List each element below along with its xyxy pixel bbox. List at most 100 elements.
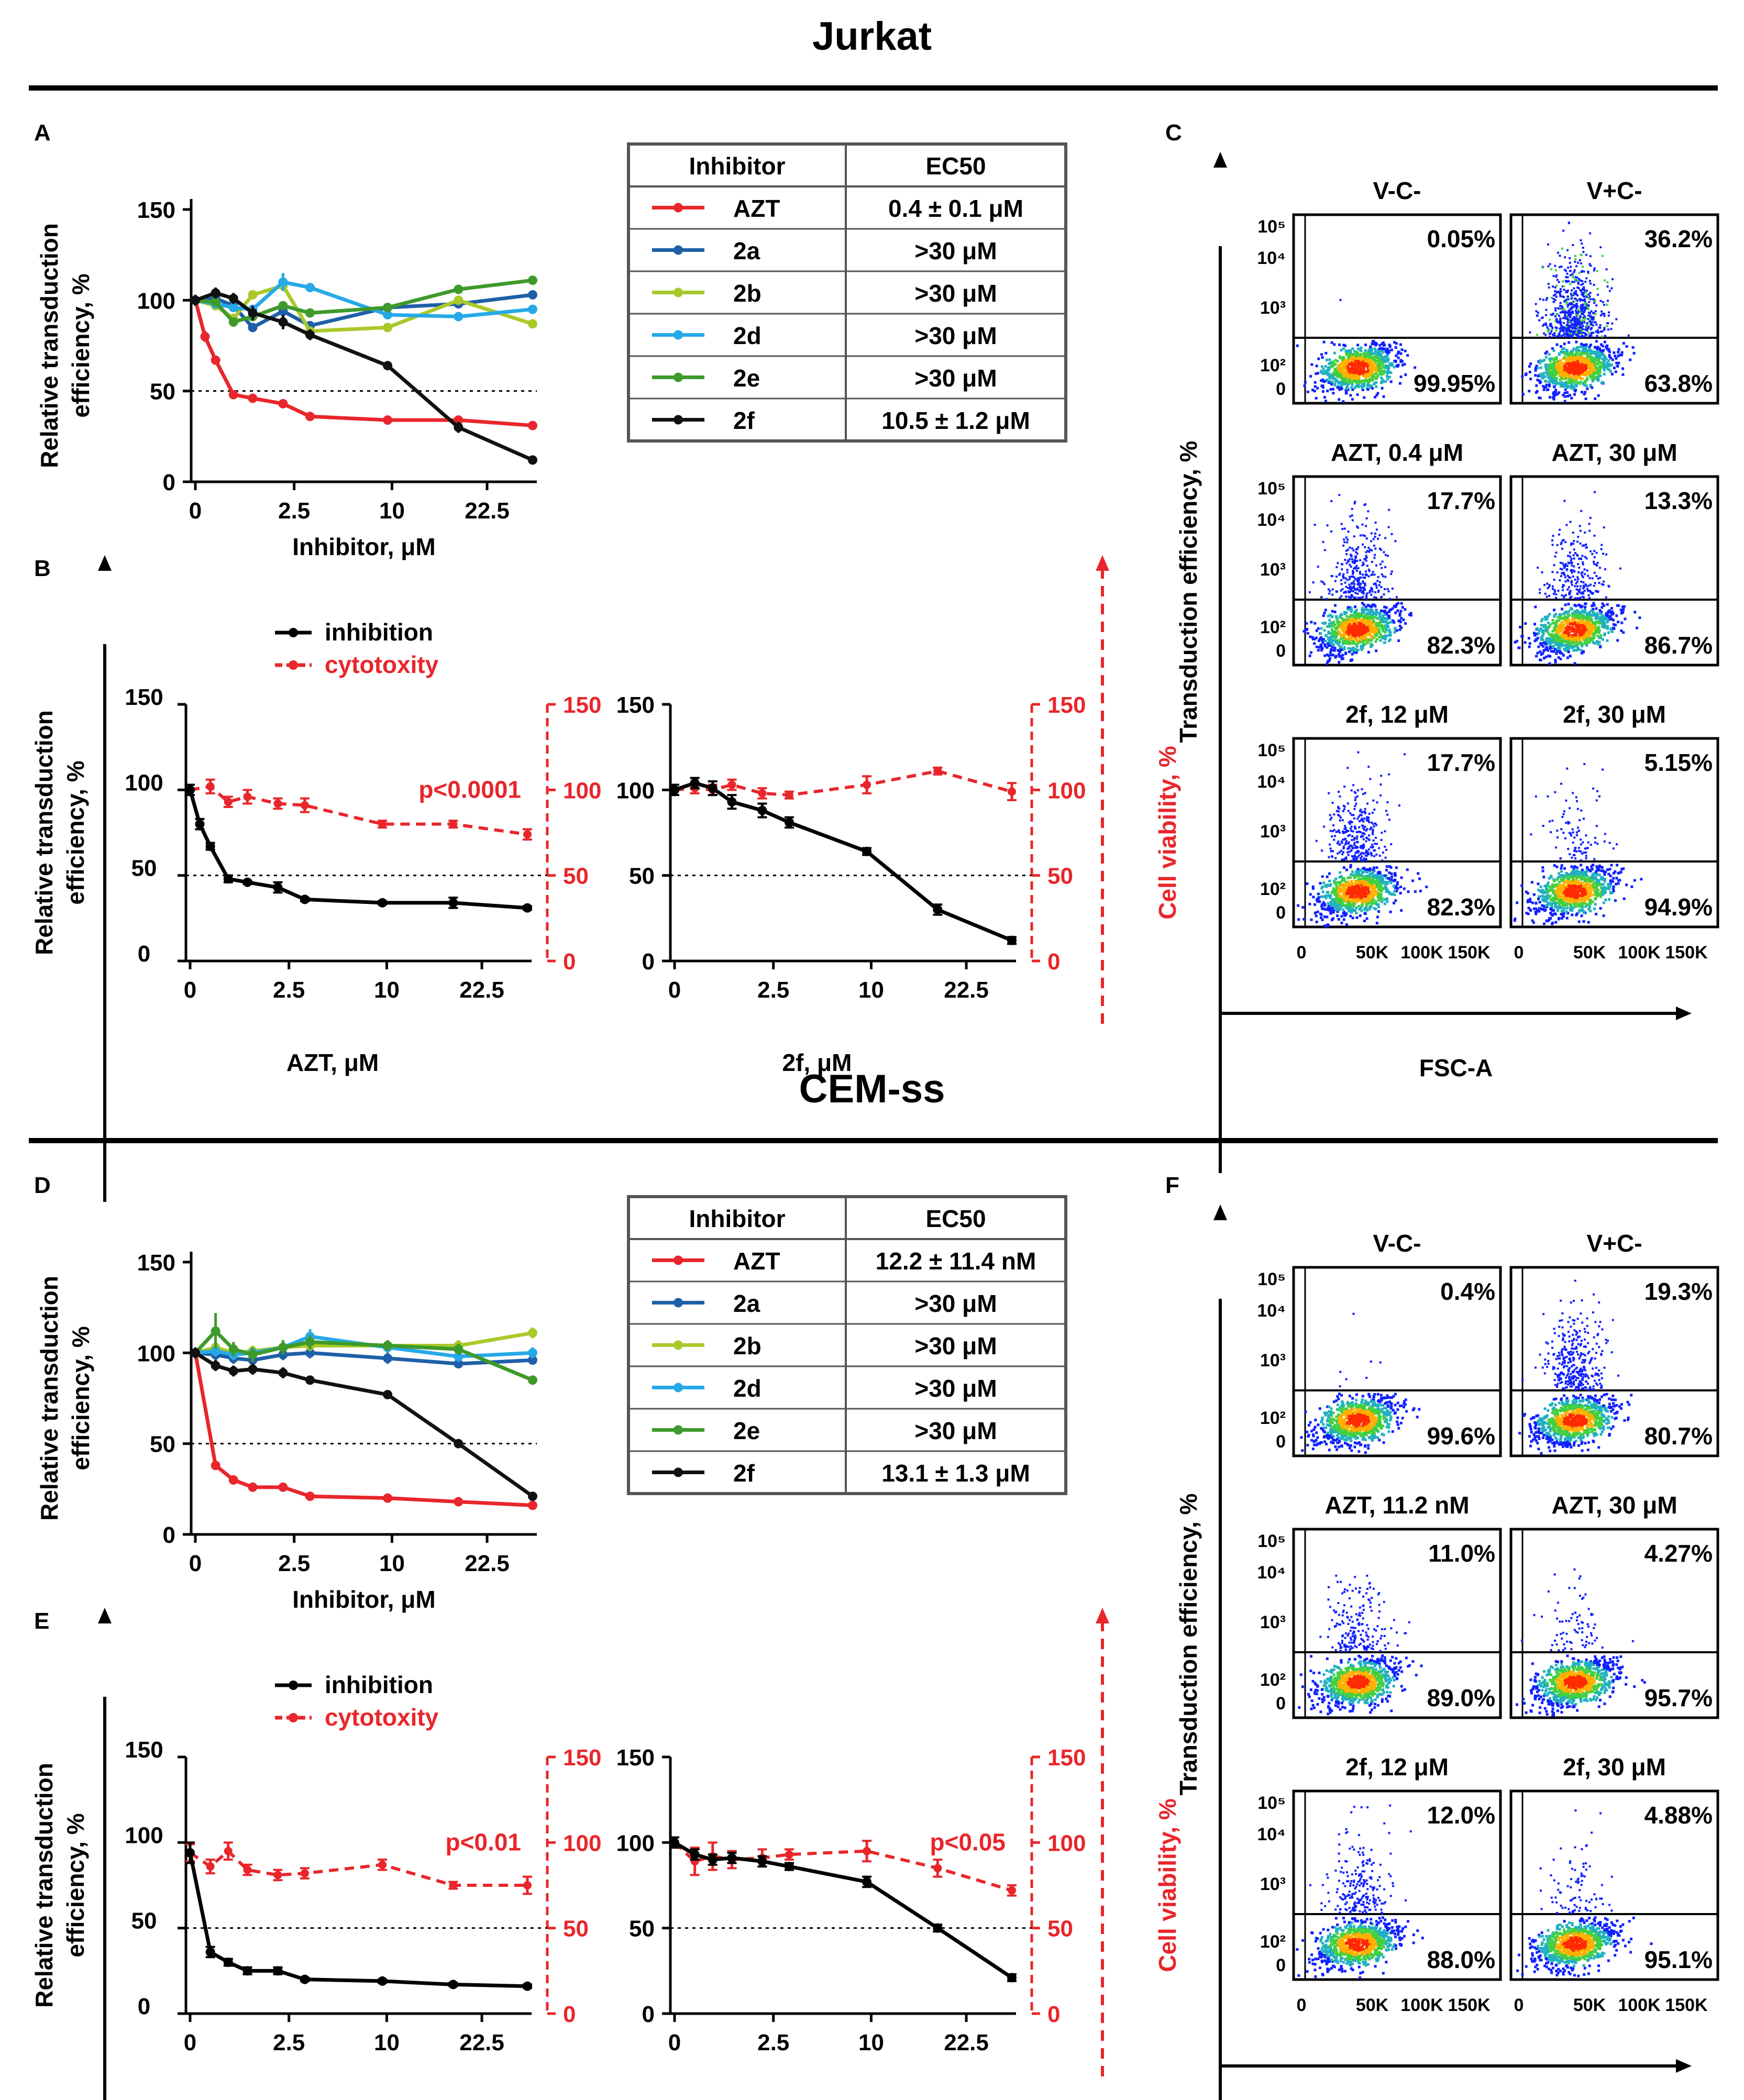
flow-dot bbox=[1384, 537, 1386, 539]
flow-dot bbox=[1573, 634, 1575, 636]
flow-dot bbox=[1364, 584, 1366, 586]
flow-dot bbox=[1332, 632, 1335, 634]
flow-dot bbox=[1303, 384, 1306, 387]
flow-dot bbox=[1559, 292, 1561, 294]
flow-dot bbox=[1639, 616, 1641, 619]
flow-dot bbox=[1568, 610, 1570, 613]
flow-dot bbox=[1536, 652, 1539, 655]
panel-label: D bbox=[34, 1173, 51, 1198]
flow-dot bbox=[1607, 322, 1609, 324]
flow-dot bbox=[1537, 314, 1539, 316]
flow-dot bbox=[1566, 637, 1569, 640]
flow-dot bbox=[1581, 280, 1583, 282]
flow-dot bbox=[1548, 383, 1551, 386]
flow-dot bbox=[1602, 345, 1604, 347]
flow-dot bbox=[1588, 293, 1590, 295]
flow-dot bbox=[1340, 583, 1342, 585]
flow-dot bbox=[1593, 269, 1595, 271]
y2-tick-label: 50 bbox=[1047, 864, 1073, 889]
flow-dot bbox=[1339, 633, 1341, 635]
flow-dot bbox=[1386, 375, 1388, 378]
flow-dot bbox=[1599, 646, 1602, 648]
flow-dot bbox=[1591, 310, 1593, 312]
flow-dot bbox=[1589, 320, 1591, 323]
flow-dot bbox=[1590, 626, 1592, 628]
flow-dot bbox=[1617, 351, 1619, 353]
flow-dot bbox=[1574, 390, 1576, 392]
flow-dot bbox=[1596, 346, 1599, 348]
flow-dot bbox=[1546, 373, 1549, 375]
flow-dot bbox=[1533, 623, 1536, 625]
flow-dot bbox=[1579, 317, 1581, 319]
flow-dot bbox=[1594, 371, 1597, 374]
flow-dot bbox=[1557, 252, 1559, 254]
flow-dot bbox=[1368, 591, 1371, 593]
flow-dot bbox=[1579, 311, 1581, 313]
flow-dot bbox=[1343, 611, 1346, 614]
flow-dot bbox=[1538, 396, 1540, 399]
flow-dot bbox=[1380, 610, 1383, 612]
flow-dot bbox=[1617, 362, 1620, 364]
flow-dot bbox=[1609, 370, 1612, 373]
y-axis-label: Transduction efficiency, % bbox=[1175, 441, 1202, 743]
flow-dot bbox=[1370, 643, 1372, 645]
flow-dot bbox=[1603, 329, 1605, 331]
flow-dot bbox=[1566, 273, 1568, 275]
flow-dot bbox=[1591, 386, 1593, 389]
flow-dot bbox=[1555, 358, 1558, 360]
x-tick-label: 22.5 bbox=[459, 977, 504, 1003]
flow-dot bbox=[1566, 334, 1568, 336]
flow-dot bbox=[1331, 628, 1333, 631]
flow-dot bbox=[1591, 604, 1593, 607]
flow-dot bbox=[1354, 501, 1356, 503]
flow-dot bbox=[1338, 624, 1340, 626]
flow-dot bbox=[1323, 643, 1326, 646]
flow-dot bbox=[1366, 574, 1368, 576]
flow-dot bbox=[1584, 300, 1586, 302]
y-tick-label: 150 bbox=[616, 692, 655, 718]
flow-dot bbox=[1370, 605, 1372, 608]
flow-dot bbox=[1378, 344, 1381, 347]
flow-dot bbox=[1593, 318, 1595, 320]
flow-dot bbox=[1555, 327, 1558, 329]
flow-dot bbox=[1601, 335, 1603, 337]
flow-dot bbox=[1356, 393, 1359, 396]
flow-dot bbox=[1371, 549, 1373, 551]
flow-dot bbox=[1590, 357, 1592, 359]
flow-dot bbox=[1529, 362, 1532, 365]
flow-dot bbox=[1356, 525, 1358, 527]
flow-dot bbox=[1550, 325, 1552, 327]
flow-dot bbox=[1550, 373, 1553, 375]
flow-dot bbox=[1568, 280, 1570, 282]
flow-dot bbox=[1351, 383, 1353, 386]
flow-dot bbox=[1357, 622, 1360, 624]
flow-dot bbox=[1381, 567, 1383, 569]
flow-dot bbox=[1548, 662, 1551, 665]
flow-dot bbox=[1543, 629, 1546, 632]
flow-dot bbox=[1378, 367, 1381, 370]
flow-dot bbox=[1571, 608, 1573, 611]
flow-dot bbox=[1331, 610, 1334, 613]
flow-dot bbox=[1570, 381, 1572, 383]
flow-dot bbox=[1568, 381, 1570, 384]
flow-dot bbox=[1611, 278, 1614, 280]
flow-dot bbox=[1351, 595, 1353, 598]
flow-dot bbox=[1554, 310, 1557, 312]
flow-dot bbox=[1589, 638, 1592, 641]
flow-dot bbox=[1346, 538, 1349, 540]
flow-dot bbox=[1585, 364, 1587, 367]
flow-dot bbox=[1352, 371, 1355, 374]
flow-dot bbox=[1590, 352, 1592, 355]
flow-dot bbox=[1581, 633, 1583, 636]
flow-dot bbox=[1395, 603, 1398, 606]
flow-dot bbox=[1351, 640, 1354, 643]
flow-dot bbox=[1387, 588, 1389, 590]
flow-dot bbox=[1593, 321, 1595, 323]
flow-dot bbox=[1585, 328, 1587, 330]
flow-dot bbox=[1375, 582, 1377, 584]
flow-dot bbox=[1341, 523, 1343, 525]
flow-dot bbox=[1344, 368, 1347, 371]
flow-dot bbox=[1581, 363, 1583, 366]
flow-dot bbox=[1603, 373, 1606, 375]
flow-dot bbox=[1575, 631, 1578, 633]
